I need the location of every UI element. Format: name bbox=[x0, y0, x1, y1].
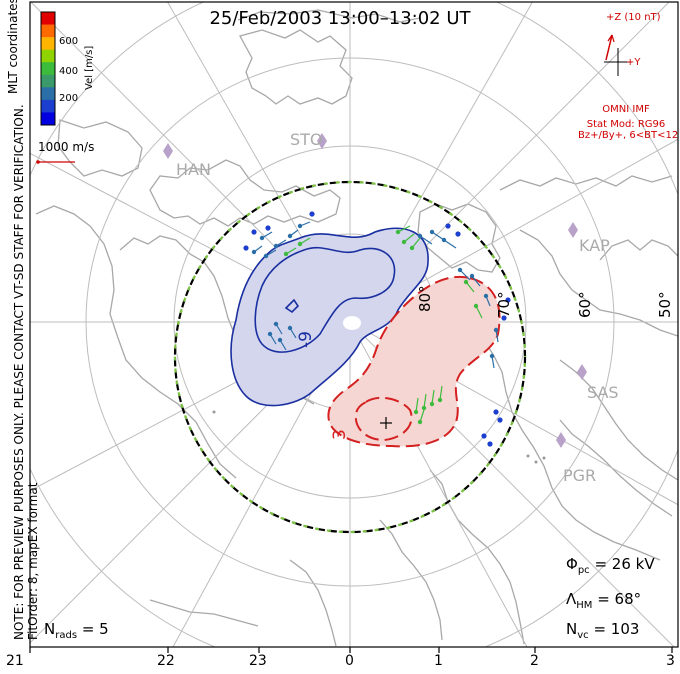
latitude-label-60: 60° bbox=[576, 291, 594, 318]
colorbar-band bbox=[41, 99, 55, 113]
imf-vector bbox=[605, 34, 613, 61]
hm-boundary-overlay bbox=[173, 180, 527, 534]
latitude-label-70: 70° bbox=[495, 291, 513, 318]
velocity-colorbar bbox=[41, 12, 55, 126]
mlt-tick-2: 2 bbox=[530, 653, 539, 669]
potential-max-marker bbox=[380, 417, 392, 429]
imf-y-label: +Y bbox=[626, 57, 641, 68]
colorbar-band bbox=[41, 24, 55, 38]
mlt-tick-1: 1 bbox=[434, 653, 443, 669]
imf-z-label: +Z (10 nT) bbox=[606, 12, 661, 23]
n-rads-subscript: rads bbox=[55, 630, 78, 641]
colorbar-band bbox=[41, 37, 55, 51]
colorbar-band bbox=[41, 62, 55, 76]
preview-note: NOTE: FOR PREVIEW PURPOSES ONLY. PLEASE … bbox=[12, 104, 26, 640]
station-icon-pgr bbox=[556, 432, 566, 448]
mlt-tick-3: 3 bbox=[666, 653, 675, 669]
station-icon-sto bbox=[317, 133, 327, 149]
imf-condition: Bz+/By+, 6<BT<12 bbox=[578, 130, 679, 141]
side-note-block: NOTE: FOR PREVIEW PURPOSES ONLY. PLEASE … bbox=[12, 104, 40, 640]
velocity-vectors bbox=[212, 211, 546, 464]
pole-marker bbox=[343, 316, 361, 330]
colorbar-tick-600: 600 bbox=[59, 36, 79, 47]
imf-vector-arrowhead-icon bbox=[607, 34, 615, 43]
station-icon-han bbox=[163, 143, 173, 159]
colorbar-band bbox=[41, 87, 55, 101]
mlt-tick-marks bbox=[29, 647, 673, 653]
lambda-hm-symbol: Λ bbox=[566, 590, 577, 608]
vector-count: Nvc = 103 bbox=[566, 620, 639, 641]
colorbar-band bbox=[41, 112, 55, 126]
mlt-tick-21: 21 bbox=[6, 653, 24, 669]
phi-pc-value: = 26 kV bbox=[594, 555, 655, 573]
map-title: 25/Feb/2003 13:00–13:02 UT bbox=[209, 8, 471, 29]
colorbar-band bbox=[41, 74, 55, 88]
n-vc-symbol: N bbox=[566, 620, 578, 638]
contour-label-negative: -9 bbox=[296, 331, 316, 348]
latitude-label-50: 50° bbox=[656, 291, 674, 318]
plot-frame bbox=[29, 1, 679, 648]
station-label-han: HAN bbox=[176, 160, 211, 179]
contour-label-positive: 3 bbox=[330, 429, 350, 440]
fit-order-note: FitOrder: 8, mapEX format bbox=[26, 482, 40, 640]
mlt-tick-0: 0 bbox=[345, 653, 354, 669]
lambda-hm-subscript: HM bbox=[576, 600, 593, 611]
station-label-kap: KAP bbox=[579, 236, 610, 255]
station-icon-kap bbox=[568, 222, 578, 238]
colorbar-band bbox=[41, 49, 55, 63]
station-label-pgr: PGR bbox=[563, 466, 597, 485]
imf-source: OMNI IMF bbox=[602, 104, 650, 115]
phi-pc-symbol: Φ bbox=[566, 555, 578, 573]
station-icon-sas bbox=[577, 364, 587, 380]
n-rads-symbol: N bbox=[44, 620, 56, 638]
lambda-hm-value: = 68° bbox=[597, 590, 642, 608]
imf-model: Stat Mod: RG96 bbox=[586, 119, 666, 130]
n-rads-value: = 5 bbox=[81, 620, 109, 638]
positive-convection-cell bbox=[327, 275, 501, 448]
station-label-sto: STO bbox=[290, 130, 323, 149]
mlt-tick-22: 22 bbox=[157, 653, 175, 669]
vector-scale-dot bbox=[36, 160, 40, 164]
latitude-label-80: 80° bbox=[416, 285, 434, 312]
hm-boundary-latitude: ΛHM = 68° bbox=[566, 590, 641, 611]
colorbar-frame bbox=[40, 11, 56, 126]
station-label-sas: SAS bbox=[587, 383, 619, 402]
vector-scale-label: 1000 m/s bbox=[38, 140, 95, 154]
station-markers bbox=[163, 133, 587, 448]
colorbar-tick-400: 400 bbox=[59, 66, 79, 77]
radar-count: Nrads = 5 bbox=[44, 620, 109, 641]
imf-info: OMNI IMF Stat Mod: RG96 Bz+/By+, 6<BT<12 bbox=[578, 104, 679, 141]
imf-clock bbox=[604, 34, 632, 76]
colorbar-band bbox=[41, 12, 55, 26]
n-vc-subscript: vc bbox=[577, 630, 589, 641]
cross-polar-potential: Φpc = 26 kV bbox=[566, 555, 655, 576]
colorbar-tick-200: 200 bbox=[59, 93, 79, 104]
mlt-coordinates-label: MLT coordinates bbox=[6, 0, 20, 94]
mlt-tick-23: 23 bbox=[249, 653, 267, 669]
coastlines bbox=[35, 9, 678, 647]
colorbar-label: Vel [m/s] bbox=[84, 45, 95, 90]
phi-pc-subscript: pc bbox=[577, 565, 590, 576]
n-vc-value: = 103 bbox=[593, 620, 640, 638]
